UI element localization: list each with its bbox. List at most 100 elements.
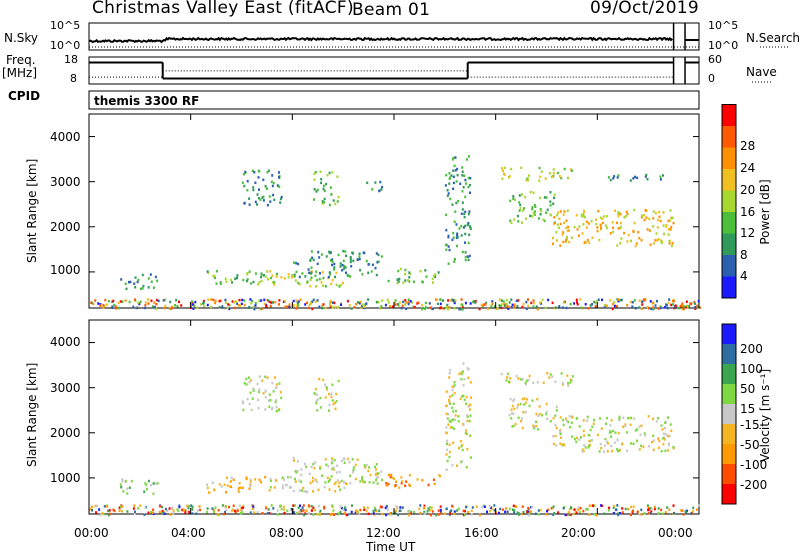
heatmap-cell bbox=[120, 486, 123, 489]
heatmap-cell bbox=[329, 302, 331, 305]
heatmap-cell bbox=[169, 513, 172, 516]
heatmap-cell bbox=[521, 209, 524, 212]
heatmap-cell bbox=[631, 301, 634, 304]
heatmap-cell bbox=[636, 176, 639, 180]
heatmap-cell bbox=[516, 511, 519, 514]
heatmap-cell bbox=[521, 505, 524, 508]
heatmap-cell bbox=[450, 174, 453, 177]
heatmap-cell bbox=[612, 301, 615, 304]
heatmap-cell bbox=[453, 510, 456, 513]
heatmap-cell bbox=[541, 413, 544, 417]
heatmap-cell bbox=[421, 280, 424, 284]
heatmap-cell bbox=[209, 305, 212, 309]
heatmap-cell bbox=[245, 477, 248, 481]
heatmap-cell bbox=[508, 175, 511, 178]
heatmap-cell bbox=[566, 229, 569, 232]
heatmap-cell bbox=[344, 507, 347, 511]
heatmap-cell bbox=[446, 442, 448, 446]
heatmap-cell bbox=[558, 226, 561, 230]
heatmap-cell bbox=[282, 300, 285, 303]
heatmap-cell bbox=[686, 304, 689, 308]
heatmap-cell bbox=[577, 234, 580, 237]
heatmap-cell bbox=[152, 508, 155, 511]
heatmap-cell bbox=[587, 222, 590, 225]
heatmap-cell bbox=[407, 298, 410, 301]
heatmap-cell bbox=[686, 306, 689, 309]
heatmap-cell bbox=[567, 382, 569, 385]
heatmap-cell bbox=[618, 415, 621, 419]
heatmap-cell bbox=[210, 298, 213, 301]
heatmap-cell bbox=[467, 176, 470, 180]
heatmap-cell bbox=[453, 391, 456, 395]
heatmap-cell bbox=[408, 510, 411, 514]
heatmap-cell bbox=[322, 184, 325, 188]
heatmap-cell bbox=[191, 505, 194, 509]
heatmap-cell bbox=[684, 510, 687, 513]
heatmap-cell bbox=[256, 398, 259, 402]
heatmap-cell bbox=[457, 507, 460, 510]
heatmap-cell bbox=[654, 304, 657, 307]
heatmap-cell bbox=[462, 362, 465, 365]
heatmap-cell bbox=[155, 307, 158, 311]
heatmap-cell bbox=[316, 480, 318, 484]
heatmap-cell bbox=[569, 425, 572, 429]
heatmap-cell bbox=[372, 512, 375, 515]
heatmap-cell bbox=[511, 404, 514, 408]
heatmap-cell bbox=[514, 422, 517, 426]
heatmap-cell bbox=[500, 306, 503, 310]
heatmap-cell bbox=[176, 304, 179, 308]
heatmap-cell bbox=[318, 277, 321, 281]
heatmap-cell bbox=[283, 508, 286, 511]
heatmap-cell bbox=[297, 262, 300, 266]
heatmap-cell bbox=[459, 308, 462, 311]
heatmap-cell bbox=[542, 218, 545, 221]
heatmap-cell bbox=[302, 486, 305, 490]
heatmap-cell bbox=[610, 444, 613, 448]
heatmap-cell bbox=[505, 302, 508, 306]
heatmap-cell bbox=[531, 206, 534, 209]
heatmap-cell bbox=[453, 381, 456, 384]
heatmap-cell bbox=[329, 186, 332, 189]
heatmap-cell bbox=[401, 304, 404, 308]
heatmap-cell bbox=[335, 392, 338, 396]
heatmap-cell bbox=[657, 238, 660, 241]
heatmap-cell bbox=[278, 171, 280, 174]
heatmap-cell bbox=[469, 191, 471, 194]
heatmap-cell bbox=[293, 504, 296, 507]
heatmap-cell bbox=[623, 231, 626, 235]
heatmap-cell bbox=[153, 305, 156, 309]
heatmap-cell bbox=[608, 431, 611, 434]
heatmap-cell bbox=[361, 273, 364, 276]
heatmap-cell bbox=[344, 266, 347, 269]
vel-cb-tick-100: 100 bbox=[740, 362, 763, 376]
heatmap-cell bbox=[215, 282, 218, 285]
heatmap-cell bbox=[612, 506, 615, 509]
heatmap-cell bbox=[620, 298, 623, 302]
heatmap-cell bbox=[610, 419, 613, 422]
heatmap-cell bbox=[512, 197, 515, 201]
heatmap-cell bbox=[668, 508, 671, 511]
heatmap-cell bbox=[275, 275, 278, 278]
heatmap-cell bbox=[419, 511, 422, 515]
heatmap-cell bbox=[442, 299, 444, 302]
heatmap-cell bbox=[465, 395, 468, 399]
heatmap-cell bbox=[394, 510, 397, 514]
heatmap-cell bbox=[227, 303, 230, 306]
heatmap-cell bbox=[272, 181, 275, 185]
heatmap-cell bbox=[275, 383, 278, 386]
heatmap-cell bbox=[269, 270, 272, 273]
heatmap-cell bbox=[565, 226, 568, 230]
heatmap-cell bbox=[533, 302, 535, 305]
heatmap-cell bbox=[276, 184, 279, 187]
heatmap-cell bbox=[664, 421, 667, 424]
heatmap-cell bbox=[517, 416, 520, 420]
heatmap-cell bbox=[569, 381, 572, 384]
heatmap-cell bbox=[326, 476, 329, 480]
heatmap-cell bbox=[608, 429, 611, 432]
heatmap-cell bbox=[478, 513, 481, 517]
heatmap-cell bbox=[316, 409, 319, 412]
heatmap-cell bbox=[618, 299, 621, 302]
heatmap-cell bbox=[464, 255, 467, 259]
heatmap-cell bbox=[526, 178, 529, 182]
heatmap-cell bbox=[449, 420, 452, 423]
